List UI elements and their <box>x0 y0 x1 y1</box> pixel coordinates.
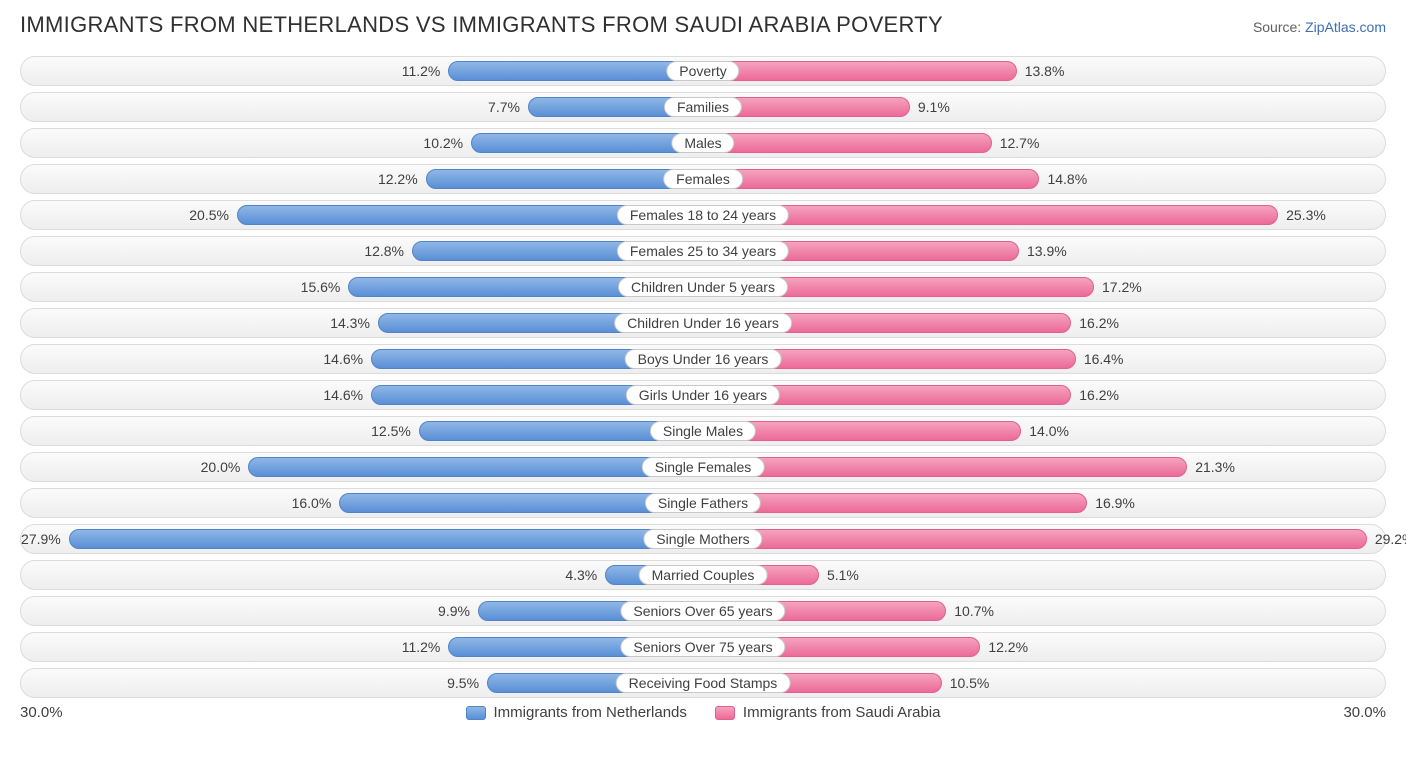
category-label: Children Under 16 years <box>614 313 792 333</box>
value-right: 17.2% <box>1102 279 1142 295</box>
chart-row: 14.6% 16.2% Girls Under 16 years <box>20 380 1386 410</box>
chart-row: 11.2% 12.2% Seniors Over 75 years <box>20 632 1386 662</box>
value-left: 11.2% <box>402 63 441 79</box>
value-right: 5.1% <box>827 567 859 583</box>
value-right: 25.3% <box>1286 207 1326 223</box>
value-right: 21.3% <box>1195 459 1235 475</box>
value-left: 14.6% <box>323 351 363 367</box>
axis-max-right: 30.0% <box>1343 704 1386 721</box>
chart-row: 16.0% 16.9% Single Fathers <box>20 488 1386 518</box>
chart-row: 12.8% 13.9% Females 25 to 34 years <box>20 236 1386 266</box>
category-label: Boys Under 16 years <box>625 349 782 369</box>
value-right: 16.9% <box>1095 495 1135 511</box>
value-left: 4.3% <box>565 567 597 583</box>
category-label: Single Fathers <box>645 493 761 513</box>
bar-left <box>426 169 703 189</box>
value-left: 10.2% <box>423 135 463 151</box>
value-left: 9.5% <box>447 675 479 691</box>
bar-right <box>703 169 1039 189</box>
chart-footer: 30.0% Immigrants from Netherlands Immigr… <box>20 704 1386 721</box>
bar-right <box>703 205 1278 225</box>
chart-row: 9.9% 10.7% Seniors Over 65 years <box>20 596 1386 626</box>
chart-row: 4.3% 5.1% Married Couples <box>20 560 1386 590</box>
value-right: 16.2% <box>1079 387 1119 403</box>
chart-row: 12.5% 14.0% Single Males <box>20 416 1386 446</box>
category-label: Girls Under 16 years <box>626 385 780 405</box>
category-label: Single Males <box>650 421 756 441</box>
value-left: 20.0% <box>201 459 241 475</box>
value-right: 13.8% <box>1025 63 1065 79</box>
chart-row: 10.2% 12.7% Males <box>20 128 1386 158</box>
value-right: 16.4% <box>1084 351 1124 367</box>
source-attribution: Source: ZipAtlas.com <box>1253 19 1386 35</box>
value-right: 12.7% <box>1000 135 1040 151</box>
chart-row: 27.9%29.2%Single Mothers <box>20 524 1386 554</box>
bar-left <box>471 133 703 153</box>
bar-right <box>703 133 992 153</box>
value-right: 14.8% <box>1047 171 1087 187</box>
value-right: 12.2% <box>988 639 1028 655</box>
bar-right <box>703 457 1187 477</box>
category-label: Married Couples <box>639 565 768 585</box>
chart-title: IMMIGRANTS FROM NETHERLANDS VS IMMIGRANT… <box>20 12 943 38</box>
category-label: Seniors Over 75 years <box>620 637 785 657</box>
header: IMMIGRANTS FROM NETHERLANDS VS IMMIGRANT… <box>20 12 1386 38</box>
value-right: 10.5% <box>950 675 990 691</box>
category-label: Single Mothers <box>643 529 762 549</box>
category-label: Females 25 to 34 years <box>617 241 789 261</box>
chart-row: 14.3% 16.2% Children Under 16 years <box>20 308 1386 338</box>
value-left: 15.6% <box>301 279 341 295</box>
bar-right <box>703 529 1367 549</box>
category-label: Receiving Food Stamps <box>616 673 791 693</box>
value-left: 20.5% <box>189 207 229 223</box>
category-label: Females 18 to 24 years <box>617 205 789 225</box>
category-label: Seniors Over 65 years <box>620 601 785 621</box>
value-right: 9.1% <box>918 99 950 115</box>
category-label: Males <box>671 133 734 153</box>
chart-row: 12.2% 14.8% Females <box>20 164 1386 194</box>
chart-row: 9.5% 10.5% Receiving Food Stamps <box>20 668 1386 698</box>
bar-left <box>69 529 703 549</box>
legend-item-right: Immigrants from Saudi Arabia <box>715 704 941 721</box>
category-label: Poverty <box>666 61 739 81</box>
source-link[interactable]: ZipAtlas.com <box>1305 19 1386 35</box>
bar-left <box>248 457 703 477</box>
chart-row: 15.6% 17.2% Children Under 5 years <box>20 272 1386 302</box>
bar-left <box>448 61 703 81</box>
value-right: 10.7% <box>954 603 994 619</box>
chart-row: 11.2% 13.8% Poverty <box>20 56 1386 86</box>
value-right: 16.2% <box>1079 315 1119 331</box>
chart-row: 20.0% 21.3% Single Females <box>20 452 1386 482</box>
category-label: Females <box>663 169 743 189</box>
chart-row: 14.6% 16.4% Boys Under 16 years <box>20 344 1386 374</box>
bar-right <box>703 61 1017 81</box>
legend-label-right: Immigrants from Saudi Arabia <box>743 704 941 721</box>
legend-label-left: Immigrants from Netherlands <box>494 704 687 721</box>
chart-row: 20.5% 25.3% Females 18 to 24 years <box>20 200 1386 230</box>
axis-max-left: 30.0% <box>20 704 63 721</box>
value-left: 27.9% <box>21 531 61 547</box>
source-prefix: Source: <box>1253 19 1305 35</box>
value-left: 12.5% <box>371 423 411 439</box>
legend-swatch-left <box>466 706 486 720</box>
value-left: 12.8% <box>364 243 404 259</box>
value-left: 14.3% <box>330 315 370 331</box>
value-left: 16.0% <box>292 495 332 511</box>
value-left: 11.2% <box>402 639 441 655</box>
value-left: 9.9% <box>438 603 470 619</box>
value-left: 14.6% <box>323 387 363 403</box>
category-label: Single Females <box>642 457 765 477</box>
value-left: 12.2% <box>378 171 418 187</box>
value-left: 7.7% <box>488 99 520 115</box>
poverty-comparison-chart: 11.2% 13.8% Poverty 7.7% 9.1% Families 10.2% 12… <box>20 56 1386 698</box>
legend: Immigrants from Netherlands Immigrants f… <box>466 704 941 721</box>
chart-row: 7.7% 9.1% Families <box>20 92 1386 122</box>
value-right: 13.9% <box>1027 243 1067 259</box>
value-right: 29.2% <box>1375 531 1406 547</box>
category-label: Children Under 5 years <box>618 277 788 297</box>
value-right: 14.0% <box>1029 423 1069 439</box>
legend-item-left: Immigrants from Netherlands <box>466 704 687 721</box>
legend-swatch-right <box>715 706 735 720</box>
category-label: Families <box>664 97 742 117</box>
